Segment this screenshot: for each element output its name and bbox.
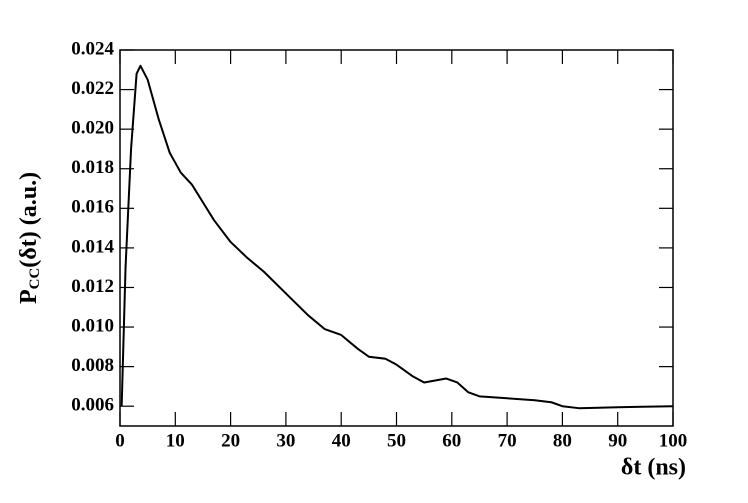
- x-tick-label: 60: [442, 430, 461, 451]
- data-line: [120, 64, 674, 410]
- x-tick-label: 50: [387, 430, 406, 451]
- x-tick-label: 80: [553, 430, 572, 451]
- y-label-sub: CC: [27, 268, 43, 290]
- x-tick-label: 30: [276, 430, 295, 451]
- y-label-rest: (δt) (a.u.): [16, 172, 42, 268]
- x-tick-label: 20: [221, 430, 240, 451]
- y-tick-label: 0.024: [71, 38, 114, 59]
- y-tick-label: 0.010: [71, 315, 114, 336]
- y-tick-label: 0.022: [71, 78, 114, 99]
- x-tick-label: 100: [659, 430, 688, 451]
- y-tick-label: 0.014: [71, 236, 114, 257]
- x-tick-label: 90: [608, 430, 627, 451]
- x-tick-label: 10: [166, 430, 185, 451]
- y-tick-label: 0.008: [71, 355, 114, 376]
- y-tick-label: 0.018: [71, 157, 114, 178]
- y-tick-label: 0.012: [71, 276, 114, 297]
- y-axis-label: PCC(δt) (a.u.): [16, 172, 44, 304]
- y-tick-label: 0.020: [71, 118, 114, 139]
- x-tick-label: 0: [115, 430, 125, 451]
- x-tick-label: 40: [332, 430, 351, 451]
- plot-frame: [119, 49, 674, 427]
- y-tick-label: 0.006: [71, 395, 114, 416]
- y-tick-label: 0.016: [71, 197, 114, 218]
- x-tick-label: 70: [498, 430, 517, 451]
- x-axis-label: δt (ns): [621, 455, 686, 481]
- y-label-main: P: [16, 289, 42, 304]
